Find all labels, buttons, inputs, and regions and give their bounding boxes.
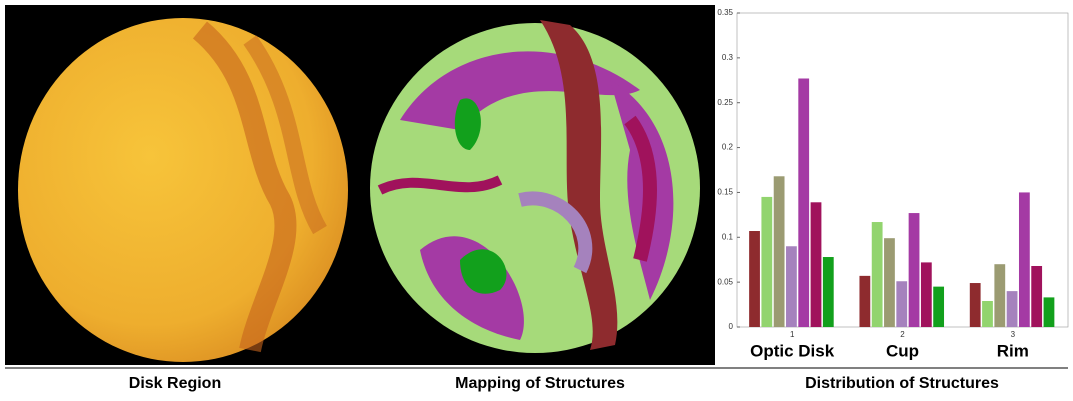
caption: Distribution of Structures <box>805 375 999 392</box>
y-tick-label: 0.05 <box>717 277 733 286</box>
bar <box>823 257 834 327</box>
bar <box>872 222 883 327</box>
y-tick-label: 0.2 <box>722 143 734 152</box>
caption: Disk Region <box>129 375 221 392</box>
bar <box>1031 266 1042 327</box>
disk-image <box>18 18 348 362</box>
bar <box>1044 297 1055 327</box>
bar <box>774 176 785 327</box>
bar <box>798 78 809 327</box>
y-tick-label: 0.15 <box>717 188 733 197</box>
y-tick-label: 0.1 <box>722 232 734 241</box>
bar <box>1019 192 1030 327</box>
bar <box>970 283 981 327</box>
caption: Mapping of Structures <box>455 375 625 392</box>
bar <box>811 202 822 327</box>
x-tick-label: 3 <box>1011 330 1016 339</box>
bar <box>994 264 1005 327</box>
x-tick-label: 1 <box>790 330 795 339</box>
bar <box>1007 291 1018 327</box>
bar <box>761 197 772 327</box>
bar <box>909 213 920 327</box>
bar <box>749 231 760 327</box>
bar <box>933 287 944 327</box>
bar <box>859 276 870 327</box>
y-tick-label: 0.35 <box>717 8 733 17</box>
group-label: Cup <box>886 341 919 360</box>
bar <box>786 246 797 327</box>
y-tick-label: 0 <box>729 322 734 331</box>
figure: Disk Region Mapping of Structures Distri… <box>0 0 1073 396</box>
bar <box>921 262 932 327</box>
group-label: Optic Disk <box>750 341 835 360</box>
bar <box>884 238 895 327</box>
x-tick-label: 2 <box>900 330 905 339</box>
y-tick-label: 0.25 <box>717 98 733 107</box>
group-label: Rim <box>997 341 1029 360</box>
bar <box>982 301 993 327</box>
y-tick-label: 0.3 <box>722 53 734 62</box>
bar <box>896 281 907 327</box>
